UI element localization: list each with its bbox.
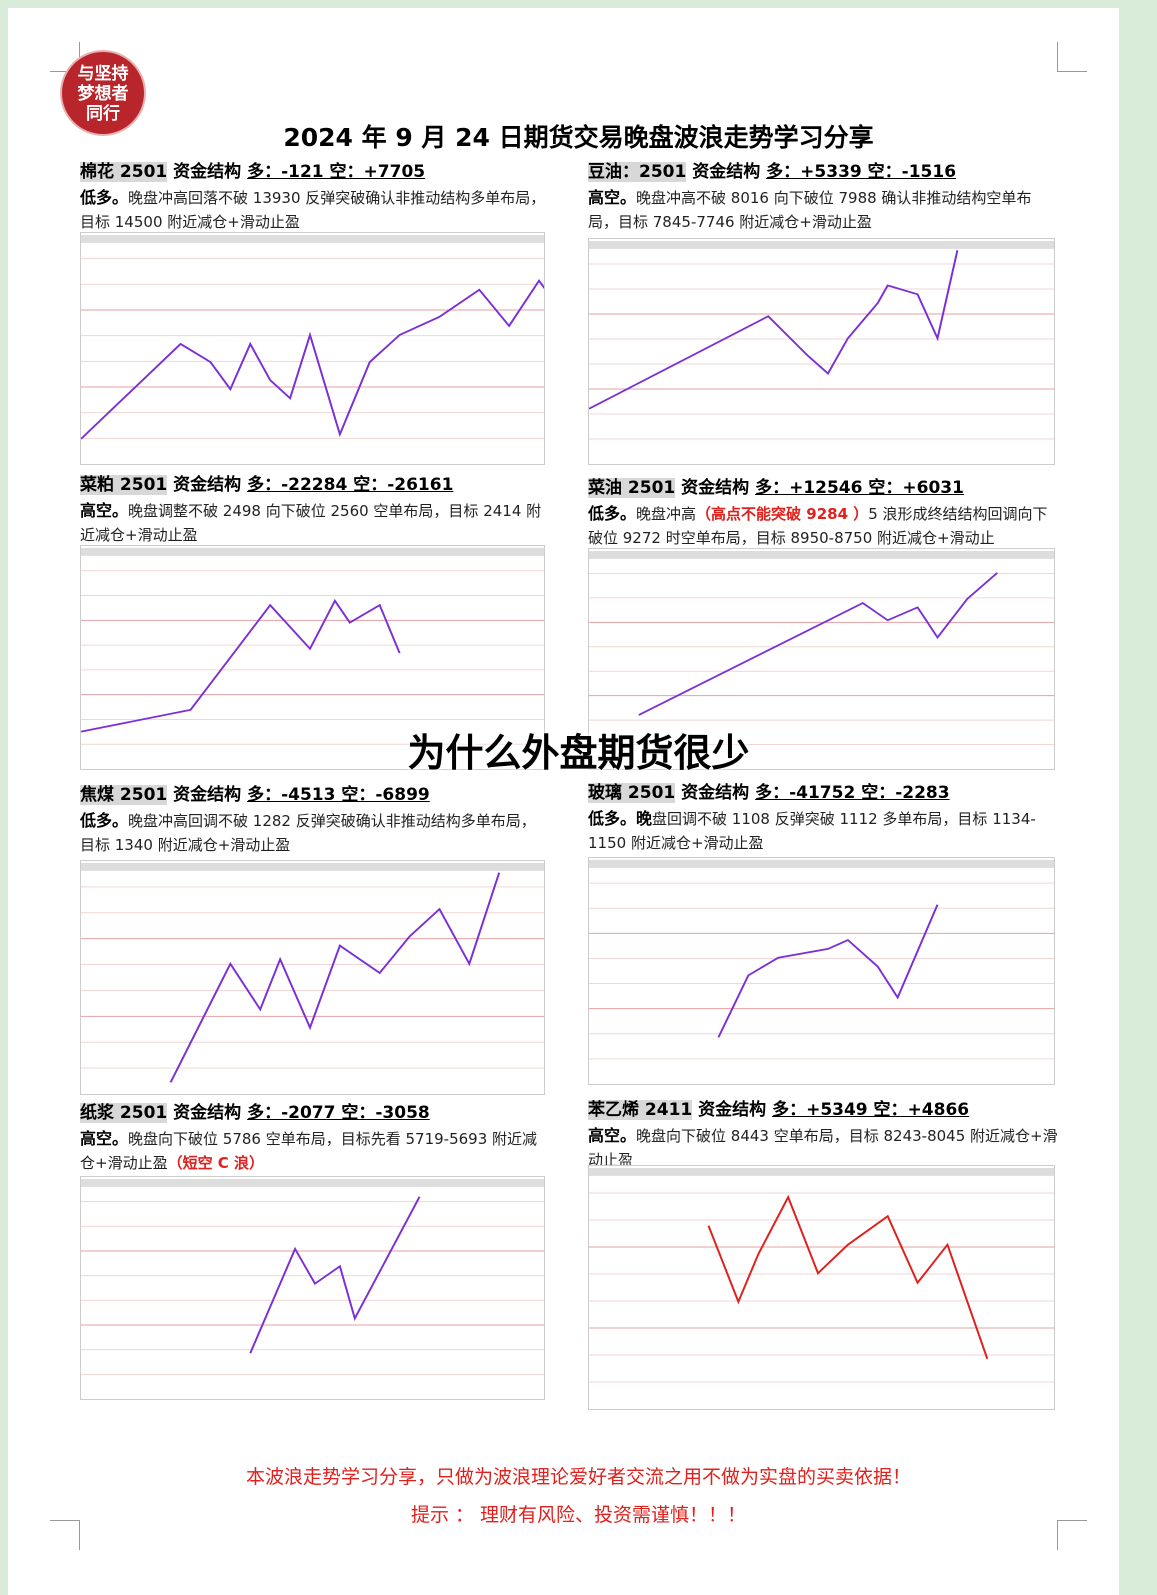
fund-label: 资金结构: [681, 783, 750, 803]
contract-name: 玻璃 2501: [588, 783, 676, 803]
contract-header: 玻璃 2501 资金结构 多：-41752 空：-2283: [588, 778, 1058, 803]
fund-label: 资金结构: [173, 475, 242, 495]
desc-text: 5 浪形成终结结构回调向下破位 9272 时空单布局，目标 8950-8750 …: [588, 505, 1048, 547]
fund-flow: 多：-121 空：+7705: [247, 162, 426, 182]
contract-name: 焦煤 2501: [80, 785, 168, 805]
fund-flow: 多：+5349 空：+4866: [772, 1100, 970, 1120]
contract-name: 纸浆 2501: [80, 1103, 168, 1123]
page-title: 2024 年 9 月 24 日期货交易晚盘波浪走势学习分享: [283, 123, 874, 152]
panel-6: 纸浆 2501 资金结构 多：-2077 空：-3058 高空。晚盘向下破位 57…: [80, 1098, 550, 1175]
fund-flow: 多：-22284 空：-26161: [247, 475, 454, 495]
desc-highlight: （短空 C 浪）: [167, 1154, 265, 1172]
contract-header: 纸浆 2501 资金结构 多：-2077 空：-3058: [80, 1098, 550, 1123]
fund-flow: 多：+12546 空：+6031: [755, 478, 964, 498]
fund-flow: 多：-2077 空：-3058: [247, 1103, 430, 1123]
bias: 高空。: [588, 188, 637, 207]
analysis-text: 低多。晚盘冲高回调不破 1282 反弹突破确认非推动结构多单布局，目标 1340…: [80, 809, 550, 857]
disclaimer: 本波浪走势学习分享，只做为波浪理论爱好者交流之用不做为实盘的买卖依据！: [245, 1466, 911, 1488]
wave-line: [707, 1194, 989, 1360]
wave-line: [169, 872, 501, 1083]
desc-text: 晚盘冲高回调不破 1282 反弹突破确认非推动结构多单布局，目标 1340 附近…: [80, 812, 536, 854]
desc-pre: 晚盘冲高: [636, 505, 697, 523]
contract-header: 棉花 2501 资金结构 多：-121 空：+7705: [80, 157, 550, 182]
crop-mark: [1057, 42, 1087, 72]
fund-flow: 多：+5339 空：-1516: [766, 162, 957, 182]
fund-label: 资金结构: [698, 1100, 767, 1120]
fund-label: 资金结构: [173, 785, 242, 805]
contract-name: 棉花 2501: [80, 162, 168, 182]
risk-warning: 提示 ： 理财有风险、投资需谨慎！！！: [410, 1504, 747, 1526]
logo-seal: 与坚持 梦想者 同行: [62, 52, 144, 134]
panel-5: 玻璃 2501 资金结构 多：-41752 空：-2283 低多。晚盘回调不破 1…: [588, 778, 1058, 855]
desc-text: 盘回调不破 1108 反弹突破 1112 多单布局，目标 1134-1150 附…: [588, 810, 1036, 852]
fund-label: 资金结构: [173, 1103, 242, 1123]
bias: 高空。: [588, 1126, 637, 1145]
analysis-text: 高空。晚盘向下破位 8443 空单布局，目标 8243-8045 附近减仓+滑动…: [588, 1124, 1058, 1172]
crop-mark: [1057, 1520, 1087, 1550]
contract-header: 苯乙烯 2411 资金结构 多：+5349 空：+4866: [588, 1095, 1058, 1120]
analysis-text: 高空。晚盘向下破位 5786 空单布局，目标先看 5719-5693 附近减仓+…: [80, 1127, 550, 1175]
contract-name: 菜粕 2501: [80, 475, 168, 495]
wave-line: [81, 598, 401, 733]
analysis-text: 低多。晚盘回调不破 1108 反弹突破 1112 多单布局，目标 1134-11…: [588, 807, 1058, 855]
fund-label: 资金结构: [681, 478, 750, 498]
wave-chart: [588, 238, 1055, 465]
wave-line: [249, 1196, 421, 1354]
fund-flow: 多：-41752 空：-2283: [755, 783, 950, 803]
contract-header: 菜粕 2501 资金结构 多：-22284 空：-26161: [80, 470, 550, 495]
analysis-text: 低多。晚盘冲高回落不破 13930 反弹突破确认非推动结构多单布局，目标 145…: [80, 186, 550, 234]
fund-flow: 多：-4513 空：-6899: [247, 785, 430, 805]
bias: 高空。: [80, 1129, 129, 1148]
contract-header: 菜油 2501 资金结构 多：+12546 空：+6031: [588, 473, 1058, 498]
analysis-text: 低多。晚盘冲高（高点不能突破 9284 ）5 浪形成终结结构回调向下破位 927…: [588, 502, 1058, 550]
bias: 低多。: [588, 504, 637, 523]
panel-3: 菜油 2501 资金结构 多：+12546 空：+6031 低多。晚盘冲高（高点不…: [588, 473, 1058, 550]
contract-name: 苯乙烯 2411: [588, 1100, 693, 1120]
contract-header: 焦煤 2501 资金结构 多：-4513 空：-6899: [80, 780, 550, 805]
desc-text: 晚盘向下破位 8443 空单布局，目标 8243-8045 附近减仓+滑动止盈: [588, 1127, 1058, 1169]
fund-label: 资金结构: [173, 162, 242, 182]
wave-chart: [80, 860, 545, 1095]
desc-text: 晚盘冲高回落不破 13930 反弹突破确认非推动结构多单布局，目标 14500 …: [80, 189, 546, 231]
bias: 高空。: [80, 501, 129, 520]
desc-text: 晚盘向下破位 5786 空单布局，目标先看 5719-5693 附近减仓+滑动止…: [80, 1130, 538, 1172]
panel-2: 菜粕 2501 资金结构 多：-22284 空：-26161 高空。晚盘调整不破 …: [80, 470, 550, 547]
fund-label: 资金结构: [692, 162, 761, 182]
wave-chart: [80, 1176, 545, 1400]
panel-4: 焦煤 2501 资金结构 多：-4513 空：-6899 低多。晚盘冲高回调不破 …: [80, 780, 550, 857]
contract-header: 豆油：2501 资金结构 多：+5339 空：-1516: [588, 157, 1058, 182]
desc-highlight: （高点不能突破 9284 ）: [696, 505, 869, 523]
bias: 低多。晚: [588, 809, 653, 828]
panel-0: 棉花 2501 资金结构 多：-121 空：+7705 低多。晚盘冲高回落不破 1…: [80, 157, 550, 234]
wave-chart: [588, 857, 1055, 1085]
overlay-title: 为什么外盘期货很少: [407, 731, 750, 775]
bias: 低多。: [80, 188, 129, 207]
contract-name: 菜油 2501: [588, 478, 676, 498]
desc-text: 晚盘调整不破 2498 向下破位 2560 空单布局，目标 2414 附近减仓+…: [80, 502, 542, 544]
wave-chart: [588, 548, 1055, 770]
wave-line: [638, 572, 998, 716]
wave-line: [589, 250, 959, 410]
contract-name: 豆油：2501: [588, 162, 687, 182]
wave-line: [81, 279, 544, 440]
analysis-text: 高空。晚盘冲高不破 8016 向下破位 7988 确认非推动结构空单布局，目标 …: [588, 186, 1058, 234]
wave-chart: [80, 232, 545, 465]
wave-line: [717, 904, 939, 1038]
panel-1: 豆油：2501 资金结构 多：+5339 空：-1516 高空。晚盘冲高不破 80…: [588, 157, 1058, 234]
analysis-text: 高空。晚盘调整不破 2498 向下破位 2560 空单布局，目标 2414 附近…: [80, 499, 550, 547]
wave-chart: [80, 545, 545, 770]
wave-chart: [588, 1165, 1055, 1410]
desc-text: 晚盘冲高不破 8016 向下破位 7988 确认非推动结构空单布局，目标 784…: [588, 189, 1032, 231]
crop-mark: [50, 42, 80, 72]
bias: 低多。: [80, 811, 129, 830]
panel-7: 苯乙烯 2411 资金结构 多：+5349 空：+4866 高空。晚盘向下破位 8…: [588, 1095, 1058, 1172]
crop-mark: [50, 1520, 80, 1550]
